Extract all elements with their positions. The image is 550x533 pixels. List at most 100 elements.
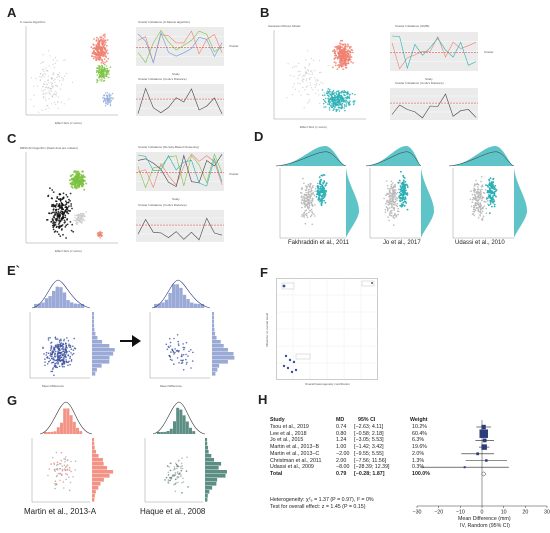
histogram-bar bbox=[212, 356, 235, 360]
data-point bbox=[487, 195, 490, 198]
panel-e-plot-right bbox=[149, 279, 235, 379]
data-point bbox=[351, 92, 354, 95]
data-point bbox=[327, 88, 330, 90]
histogram-bar bbox=[92, 372, 96, 376]
data-point bbox=[69, 192, 72, 195]
data-point bbox=[396, 210, 399, 212]
data-point bbox=[341, 99, 344, 102]
study-point bbox=[371, 282, 373, 284]
data-point bbox=[175, 350, 178, 352]
data-point bbox=[400, 203, 403, 206]
data-point bbox=[345, 53, 348, 55]
data-point bbox=[346, 56, 349, 59]
data-point bbox=[301, 195, 303, 197]
data-point bbox=[52, 208, 55, 211]
data-point bbox=[469, 198, 472, 201]
data-point bbox=[51, 189, 54, 191]
histogram-bar bbox=[205, 490, 210, 494]
data-point bbox=[341, 51, 344, 54]
data-point bbox=[401, 181, 404, 184]
data-point bbox=[109, 103, 112, 106]
data-point bbox=[185, 470, 188, 472]
data-point bbox=[301, 76, 303, 78]
data-point bbox=[170, 476, 173, 479]
data-point bbox=[173, 363, 175, 365]
data-point bbox=[341, 102, 344, 105]
data-point bbox=[387, 216, 389, 218]
data-point bbox=[61, 203, 64, 205]
data-point bbox=[63, 361, 66, 363]
data-point bbox=[65, 346, 67, 348]
data-point bbox=[45, 99, 47, 101]
data-point bbox=[333, 61, 336, 63]
data-point bbox=[344, 96, 347, 99]
data-point bbox=[52, 59, 55, 61]
data-point bbox=[341, 105, 344, 107]
data-point bbox=[303, 195, 305, 198]
data-point bbox=[342, 54, 345, 57]
data-point bbox=[480, 192, 482, 195]
data-point bbox=[345, 101, 347, 103]
data-point bbox=[65, 224, 68, 227]
data-point bbox=[386, 199, 388, 202]
data-point bbox=[308, 211, 310, 214]
data-point bbox=[319, 72, 321, 74]
histogram-bar bbox=[60, 422, 63, 434]
panel-c-imbalance-bottom bbox=[136, 210, 224, 242]
data-point bbox=[320, 187, 323, 190]
data-point bbox=[59, 198, 62, 200]
data-point bbox=[308, 204, 311, 207]
data-point bbox=[60, 339, 62, 342]
histogram-bar bbox=[44, 298, 49, 308]
data-point bbox=[317, 89, 319, 91]
data-point bbox=[312, 197, 314, 200]
right-density bbox=[514, 168, 528, 238]
data-point bbox=[43, 76, 45, 78]
data-point bbox=[182, 477, 184, 480]
data-point bbox=[404, 180, 407, 183]
data-point bbox=[96, 232, 99, 235]
data-point bbox=[180, 355, 183, 358]
forest-cell-ci: [−7.56; 11.56] bbox=[354, 457, 387, 464]
data-point bbox=[307, 70, 309, 72]
data-point bbox=[52, 80, 55, 82]
data-point bbox=[477, 209, 480, 211]
data-point bbox=[92, 47, 94, 50]
data-point bbox=[475, 195, 477, 198]
data-point bbox=[311, 212, 314, 214]
data-point bbox=[479, 198, 481, 200]
data-point bbox=[50, 90, 52, 92]
data-point bbox=[310, 190, 312, 193]
data-point bbox=[49, 93, 51, 95]
data-point bbox=[319, 179, 322, 182]
data-point bbox=[63, 211, 66, 214]
data-point bbox=[297, 82, 299, 84]
data-point bbox=[110, 99, 113, 101]
data-point bbox=[46, 92, 48, 94]
data-point bbox=[386, 210, 389, 212]
study-box bbox=[479, 429, 488, 438]
data-point bbox=[58, 341, 61, 343]
data-point bbox=[53, 211, 55, 214]
data-point bbox=[387, 201, 389, 203]
data-point bbox=[303, 193, 306, 196]
data-point bbox=[107, 102, 109, 105]
panel-b-scatter bbox=[273, 30, 366, 120]
data-point bbox=[54, 362, 57, 365]
data-point bbox=[335, 93, 338, 96]
data-point bbox=[55, 451, 58, 454]
data-point bbox=[311, 200, 314, 202]
data-point bbox=[385, 202, 387, 205]
data-point bbox=[44, 89, 46, 91]
data-point bbox=[399, 196, 402, 199]
data-point bbox=[291, 94, 293, 96]
data-point bbox=[74, 460, 77, 462]
histogram-bar bbox=[92, 498, 95, 502]
data-point bbox=[174, 474, 176, 476]
data-point bbox=[308, 64, 310, 66]
data-point bbox=[390, 212, 393, 214]
histogram-bar bbox=[179, 409, 183, 434]
panel-a-scatter bbox=[25, 26, 118, 116]
data-point bbox=[394, 200, 396, 203]
histogram-bar bbox=[55, 286, 59, 308]
